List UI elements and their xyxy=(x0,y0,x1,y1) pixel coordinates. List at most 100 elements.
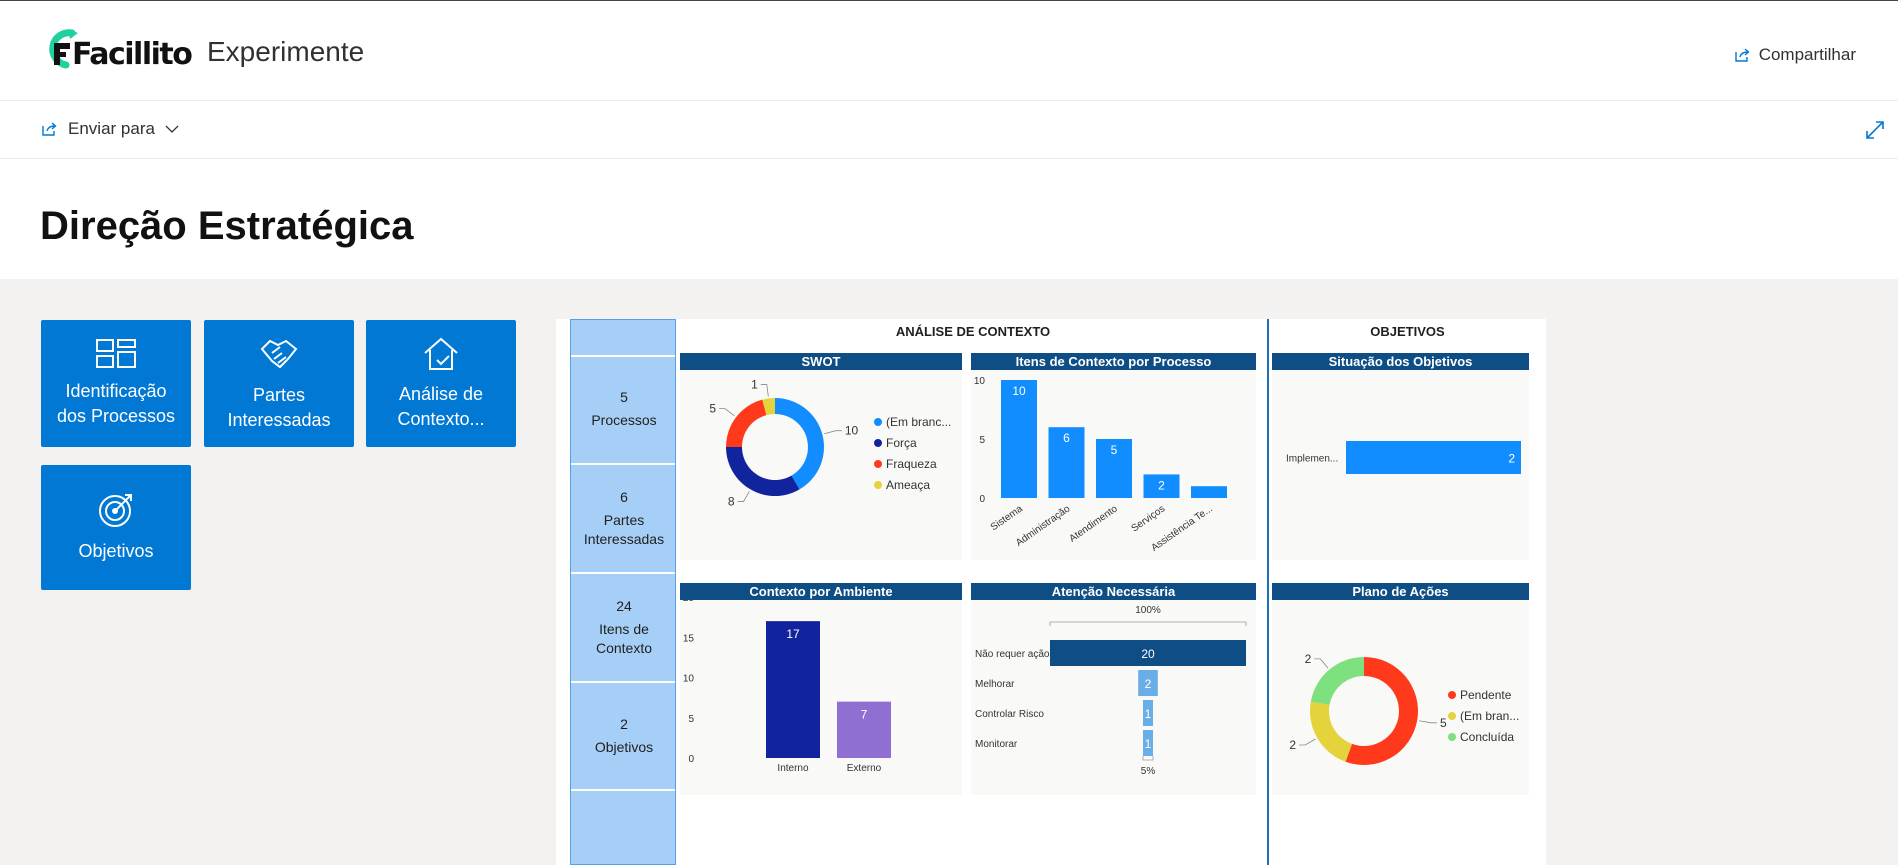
funnel-bar[interactable] xyxy=(1143,700,1153,726)
donut-slice[interactable] xyxy=(762,398,775,416)
tile-label-line1: Partes xyxy=(252,384,306,405)
legend-label[interactable]: Concluída xyxy=(1460,730,1514,744)
donut-slice[interactable] xyxy=(1310,701,1353,762)
data-label: 10 xyxy=(845,424,859,438)
card-situacao-objetivos[interactable]: Situação dos Objetivos 2 Implemen... xyxy=(1272,353,1529,560)
data-label: 8 xyxy=(728,495,735,509)
x-tick-label: Sistema xyxy=(989,503,1025,533)
kpi-divider xyxy=(571,355,675,357)
data-label: 2 xyxy=(1508,452,1515,466)
section-objetivos: OBJETIVOS xyxy=(1370,324,1445,339)
expand-button[interactable] xyxy=(1864,119,1886,146)
facillito-logo[interactable]: Facillito xyxy=(42,27,193,77)
bar[interactable] xyxy=(1096,439,1132,498)
contexto-ambiente-bar-chart[interactable]: 0 5 10 15 20 17 Interno 7 Externo xyxy=(680,600,962,795)
category-label: Melhorar xyxy=(975,679,1015,690)
tile-analise-contexto[interactable]: Análise de Contexto... xyxy=(366,320,516,447)
home-icon xyxy=(424,337,458,370)
y-tick-label: 0 xyxy=(688,754,694,765)
card-title: Plano de Ações xyxy=(1272,583,1529,600)
legend-dot xyxy=(1448,691,1456,699)
atencao-funnel-chart[interactable]: 100% 20 Não requer ação 2 Melhorar 1 Controlar… xyxy=(971,600,1256,795)
card-contexto-ambiente[interactable]: Contexto por Ambiente 0 5 10 15 20 17 Interno 7… xyxy=(680,583,962,795)
bar[interactable] xyxy=(766,621,820,758)
leader-line xyxy=(1419,720,1437,724)
kpi-value: 2 xyxy=(620,716,628,732)
site-title[interactable]: Experimente xyxy=(207,36,365,67)
y-tick-label: 0 xyxy=(979,494,985,505)
bar[interactable] xyxy=(1001,380,1037,498)
card-itens-contexto-processo[interactable]: Itens de Contexto por Processo 0 5 10 10 Sis… xyxy=(971,353,1256,560)
kpi-itens-contexto: 24 Itens de Contexto xyxy=(571,597,677,658)
tile-identificacao-processos[interactable]: Identificação dos Processos xyxy=(41,320,191,447)
y-tick-label: 20 xyxy=(683,600,695,604)
card-title: Contexto por Ambiente xyxy=(680,583,962,600)
y-tick-label: 5 xyxy=(688,714,694,725)
tile-objetivos[interactable]: Objetivos xyxy=(41,465,191,590)
bar[interactable] xyxy=(1143,474,1180,498)
kpi-label: Objetivos xyxy=(594,739,654,755)
category-label: Controlar Risco xyxy=(975,709,1044,720)
page-title: Direção Estratégica xyxy=(40,204,414,248)
bar[interactable] xyxy=(1048,427,1085,498)
donut-slice[interactable] xyxy=(726,447,800,496)
funnel-bar[interactable] xyxy=(1143,730,1153,756)
kpi-label-line1: Itens de xyxy=(599,621,649,637)
leader-line xyxy=(1299,738,1316,746)
donut-slice[interactable] xyxy=(775,398,824,490)
itens-processo-bar-chart[interactable]: 051010Sistema6Administração5Atendimento2… xyxy=(971,370,1256,560)
send-to-button[interactable]: Enviar para xyxy=(40,119,179,139)
bar[interactable] xyxy=(837,701,891,758)
card-plano-acoes[interactable]: Plano de Ações 5 2 2 Pendente (Em bran... Con… xyxy=(1272,583,1529,795)
y-tick-label: 10 xyxy=(683,674,695,685)
card-atencao-necessaria[interactable]: Atenção Necessária 100% 20 Não requer ação… xyxy=(971,583,1256,795)
situacao-objetivos-bar-chart[interactable]: 2 Implemen... xyxy=(1272,370,1529,560)
tile-partes-interessadas[interactable]: Partes Interessadas xyxy=(204,320,354,447)
y-tick-label: 5 xyxy=(979,435,985,446)
page-title-section: Direção Estratégica xyxy=(0,159,1898,279)
share-button[interactable]: Compartilhar xyxy=(1733,45,1856,65)
swot-donut-chart[interactable]: 10 8 5 1 (Em branc... Força Fraqueza Ameaça xyxy=(680,370,962,560)
funnel-bottom-label: 5% xyxy=(1141,766,1156,777)
legend-label[interactable]: (Em branc... xyxy=(886,415,951,429)
kpi-divider xyxy=(571,463,675,465)
legend-dot xyxy=(874,439,882,447)
legend-dot xyxy=(1448,712,1456,720)
data-label: 5 xyxy=(709,402,716,416)
x-tick-label: Serviços xyxy=(1129,503,1167,534)
handshake-icon xyxy=(260,339,298,368)
donut-slice[interactable] xyxy=(1345,657,1418,765)
leader-line xyxy=(737,490,750,502)
legend-label[interactable]: Força xyxy=(886,436,917,450)
logo-text: Facillito xyxy=(72,37,193,72)
chevron-down-icon xyxy=(165,125,179,133)
command-bar: Enviar para xyxy=(0,101,1898,159)
funnel-bar[interactable] xyxy=(1138,670,1158,696)
kpi-value: 24 xyxy=(616,598,632,614)
plano-acoes-donut-chart[interactable]: 5 2 2 Pendente (Em bran... Concluída xyxy=(1272,600,1529,795)
legend-dot xyxy=(874,481,882,489)
data-label: 2 xyxy=(1158,478,1165,492)
data-label: 2 xyxy=(1145,677,1152,691)
data-label: 20 xyxy=(1141,647,1155,661)
donut-slice[interactable] xyxy=(726,399,767,447)
data-label: 17 xyxy=(786,627,800,641)
bar[interactable] xyxy=(1346,441,1521,474)
layout-icon xyxy=(96,338,136,368)
data-label: 5 xyxy=(1111,443,1118,457)
bar[interactable] xyxy=(1191,486,1227,498)
funnel-bar[interactable] xyxy=(1050,640,1246,666)
section-analise-contexto: ANÁLISE DE CONTEXTO xyxy=(895,324,1051,339)
legend-label[interactable]: Pendente xyxy=(1460,688,1512,702)
expand-icon xyxy=(1866,121,1884,139)
legend-dot xyxy=(1448,733,1456,741)
legend-label[interactable]: Ameaça xyxy=(886,478,930,492)
legend-label[interactable]: Fraqueza xyxy=(886,457,937,471)
card-swot[interactable]: SWOT 10 8 5 1 (Em branc... Força Fraqueza Ameaç… xyxy=(680,353,962,560)
legend-dot xyxy=(874,460,882,468)
site-header: Facillito Experimente Compartilhar xyxy=(0,0,1898,101)
legend-label[interactable]: (Em bran... xyxy=(1460,709,1519,723)
y-tick-label: Implemen... xyxy=(1286,454,1338,465)
x-tick-label: Atendimento xyxy=(1067,503,1120,544)
donut-slice[interactable] xyxy=(1310,657,1364,705)
